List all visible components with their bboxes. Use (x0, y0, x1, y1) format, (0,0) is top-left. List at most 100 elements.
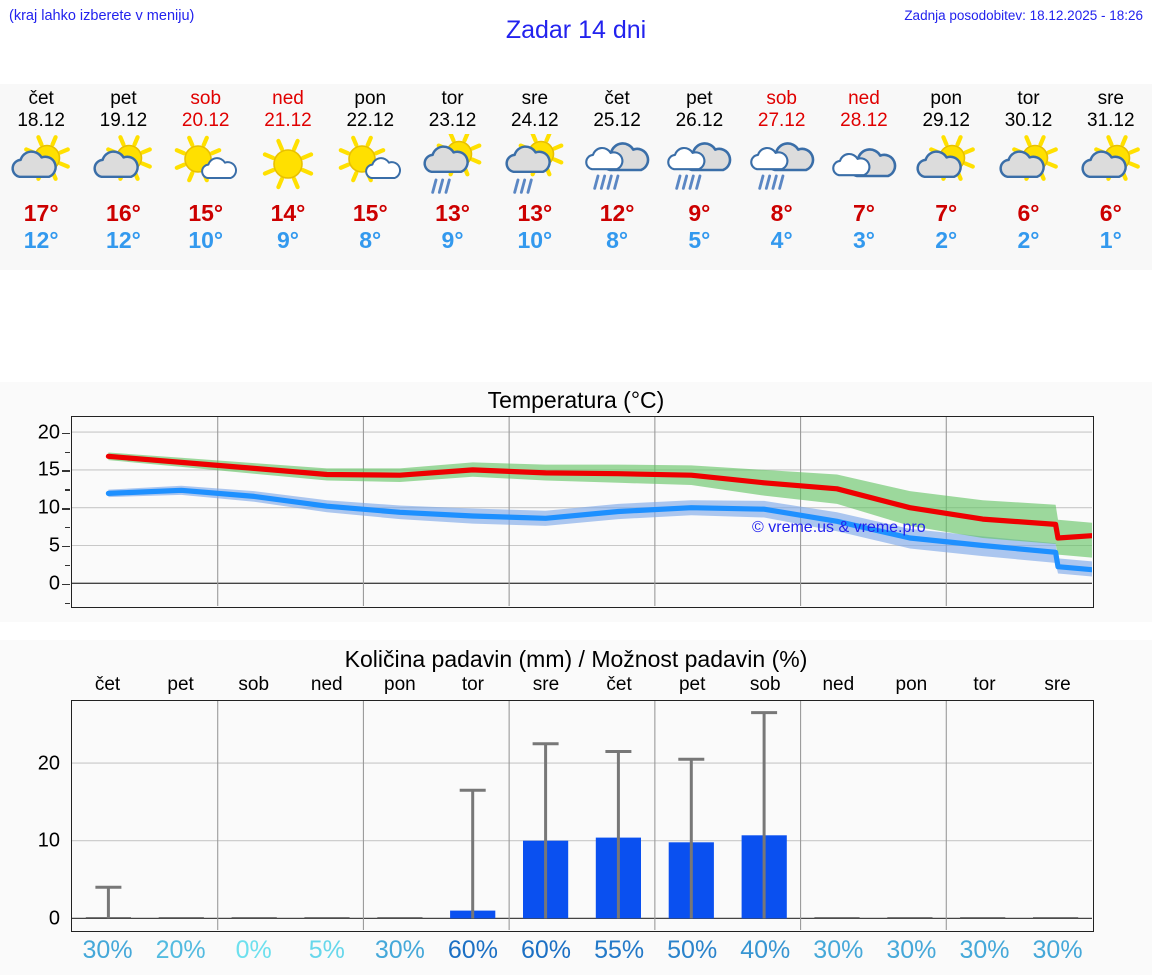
temperature-y-minor-tick (65, 489, 70, 491)
precipitation-probability-label: 0% (235, 936, 272, 964)
forecast-day-card[interactable]: sob 20.12 15° 10° (165, 84, 247, 270)
page-header: (kraj lahko izberete v meniju) Zadar 14 … (0, 0, 1152, 62)
forecast-day-card[interactable]: pon 29.12 7° 2° (905, 84, 987, 270)
day-name: sob (766, 88, 797, 109)
day-low-temp: 3° (852, 227, 875, 253)
day-name: ned (848, 88, 880, 109)
temperature-line-chart (72, 417, 1092, 606)
day-date: 24.12 (511, 110, 559, 131)
forecast-day-card[interactable]: tor 23.12 13° 9° (411, 84, 493, 270)
day-name: tor (1017, 88, 1040, 109)
day-low-temp: 4° (770, 227, 793, 253)
sun-small-cloud-icon (331, 134, 409, 196)
precipitation-probability-label: 5% (308, 936, 345, 964)
precipitation-day-label: pon (895, 674, 928, 695)
day-name: tor (441, 88, 464, 109)
temperature-chart-title: Temperatura (°C) (487, 387, 665, 413)
precipitation-day-label: ned (822, 674, 855, 695)
day-name: sre (521, 88, 549, 109)
precipitation-probability-label: 55% (594, 936, 645, 964)
day-name: pet (686, 88, 713, 109)
forecast-day-card[interactable]: pet 26.12 9° 5° (658, 84, 740, 270)
day-high-temp: 15° (352, 200, 388, 226)
day-high-temp: 13° (517, 200, 553, 226)
sun-behind-cloud-icon (1072, 134, 1150, 196)
forecast-day-card[interactable]: sre 31.12 6° 1° (1070, 84, 1152, 270)
temperature-y-tick-label: 20 (37, 421, 60, 444)
precipitation-day-label: pon (384, 674, 416, 695)
day-date: 18.12 (17, 110, 65, 131)
day-name: sob (190, 88, 222, 109)
day-date: 30.12 (1004, 110, 1053, 131)
cloud-icon (825, 134, 903, 196)
precipitation-probability-label: 30% (886, 936, 937, 964)
precipitation-day-labels: čet pet sob ned pon tor sre čet pet sob ned pon tor s… (71, 674, 1094, 698)
precipitation-chart-panel: Količina padavin (mm) / Možnost padavin … (0, 640, 1152, 975)
cloud-rain-icon (743, 134, 821, 196)
precipitation-day-label: čet (606, 674, 632, 695)
day-date: 21.12 (264, 110, 312, 131)
precipitation-y-tick-label: 0 (48, 907, 60, 930)
precipitation-day-label: pet (678, 674, 706, 695)
precipitation-day-label: ned (310, 674, 343, 695)
temperature-plot-area (71, 416, 1094, 608)
day-low-temp: 1° (1099, 227, 1122, 253)
forecast-day-card[interactable]: pet 19.12 16° 12° (82, 84, 164, 270)
forecast-day-card[interactable]: sob 27.12 8° 4° (741, 84, 823, 270)
temperature-y-minor-tick (65, 527, 70, 529)
forecast-day-card[interactable]: ned 28.12 7° 3° (823, 84, 905, 270)
day-low-temp: 8° (606, 227, 629, 253)
precipitation-probability-label: 40% (740, 936, 791, 964)
temperature-y-tick-label: 15 (37, 458, 60, 481)
forecast-day-card[interactable]: ned 21.12 14° 9° (247, 84, 329, 270)
temperature-y-tick-label: 10 (37, 496, 60, 519)
cloud-rain-icon (660, 134, 738, 196)
day-high-temp: 7° (935, 200, 958, 226)
forecast-day-card[interactable]: sre 24.12 13° 10° (494, 84, 576, 270)
forecast-day-card[interactable]: čet 25.12 12° 8° (576, 84, 658, 270)
day-name: pon (354, 88, 387, 109)
precipitation-y-tick-label: 20 (37, 752, 60, 775)
precipitation-day-label: sre (1044, 674, 1071, 695)
day-high-temp: 8° (770, 200, 793, 226)
day-date: 31.12 (1087, 110, 1135, 131)
precipitation-probability-label: 20% (155, 936, 206, 964)
precipitation-y-axis: 0 10 20 (0, 700, 68, 932)
cloud-rain-icon (578, 134, 656, 196)
day-high-temp: 13° (435, 200, 470, 226)
day-low-temp: 10° (517, 227, 553, 253)
day-low-temp: 10° (188, 227, 224, 253)
precipitation-probability-row: 30% 20% 0% 5% 30% 60% 60% 55% 50% 40% 30% 30% 30% 30% (71, 936, 1094, 970)
forecast-day-card[interactable]: tor 30.12 6° 2° (987, 84, 1069, 270)
day-name: čet (604, 88, 630, 109)
day-low-temp: 9° (441, 227, 464, 253)
precipitation-probability-label: 30% (959, 936, 1010, 964)
precipitation-day-label: sob (238, 674, 270, 695)
day-name: pet (110, 88, 137, 109)
temperature-y-tick (62, 508, 70, 510)
temperature-y-minor-tick (65, 451, 70, 453)
day-date: 25.12 (593, 110, 641, 131)
forecast-day-card[interactable]: pon 22.12 15° 8° (329, 84, 411, 270)
day-low-temp: 9° (276, 227, 299, 253)
temperature-y-tick (62, 546, 70, 548)
day-date: 28.12 (840, 110, 888, 131)
day-date: 20.12 (181, 110, 230, 131)
day-date: 22.12 (346, 110, 395, 131)
day-name: čet (28, 88, 54, 109)
precipitation-probability-label: 30% (813, 936, 864, 964)
precipitation-probability-label: 30% (1032, 936, 1083, 964)
day-high-temp: 6° (1017, 200, 1040, 226)
day-date: 19.12 (99, 110, 148, 131)
temperature-y-tick (62, 583, 70, 586)
copyright-label: © vreme.us & vreme.pro (752, 519, 926, 536)
day-high-temp: 12° (599, 200, 635, 226)
sun-behind-cloud-icon (907, 134, 985, 196)
precipitation-day-label: sob (749, 674, 781, 695)
precipitation-day-label: čet (94, 674, 121, 695)
sun-small-cloud-icon (167, 134, 245, 196)
sun-cloud-rain-icon (496, 134, 574, 196)
forecast-day-card[interactable]: čet 18.12 17° 12° (0, 84, 82, 270)
day-high-temp: 15° (188, 200, 224, 226)
day-high-temp: 14° (270, 200, 306, 226)
